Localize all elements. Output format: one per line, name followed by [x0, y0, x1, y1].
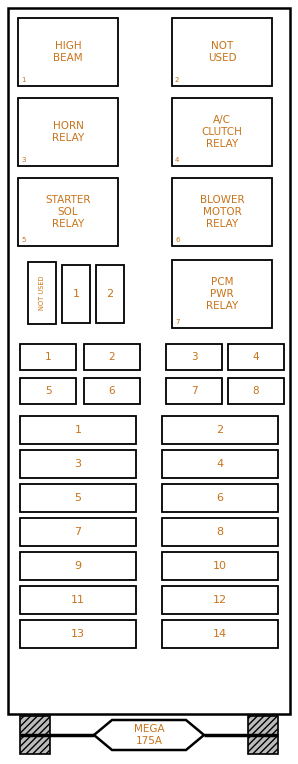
Bar — [172, 18, 272, 86]
Bar — [20, 552, 136, 580]
Bar — [166, 344, 222, 370]
Bar — [18, 98, 118, 166]
Text: 3: 3 — [191, 352, 197, 362]
Text: 10: 10 — [213, 561, 227, 571]
Text: NOT
USED: NOT USED — [208, 41, 236, 63]
Bar — [228, 378, 284, 404]
Text: 1: 1 — [21, 77, 26, 83]
Text: 2: 2 — [175, 77, 179, 83]
Bar — [20, 620, 136, 648]
Text: 13: 13 — [71, 629, 85, 639]
Bar — [162, 552, 278, 580]
Text: 8: 8 — [253, 386, 259, 396]
Text: 1: 1 — [45, 352, 51, 362]
Bar — [228, 344, 284, 370]
Text: HIGH
BEAM: HIGH BEAM — [53, 41, 83, 63]
Bar — [162, 416, 278, 444]
Bar — [20, 716, 50, 754]
Bar — [162, 484, 278, 512]
Polygon shape — [94, 720, 204, 750]
Bar — [172, 260, 272, 328]
Text: PCM
PWR
RELAY: PCM PWR RELAY — [206, 277, 238, 311]
Text: 2: 2 — [106, 289, 114, 299]
Text: A/C
CLUTCH
RELAY: A/C CLUTCH RELAY — [201, 115, 243, 149]
Bar — [28, 262, 56, 324]
Text: 4: 4 — [175, 157, 179, 163]
Bar — [96, 265, 124, 323]
Text: 12: 12 — [213, 595, 227, 605]
Text: 5: 5 — [21, 237, 25, 243]
Bar — [84, 378, 140, 404]
Text: 6: 6 — [109, 386, 115, 396]
Text: 2: 2 — [109, 352, 115, 362]
Bar — [20, 450, 136, 478]
Text: 14: 14 — [213, 629, 227, 639]
Bar — [172, 178, 272, 246]
Text: 1: 1 — [72, 289, 80, 299]
Bar — [20, 416, 136, 444]
Text: 7: 7 — [191, 386, 197, 396]
Text: 8: 8 — [216, 527, 224, 537]
Bar — [84, 344, 140, 370]
Bar — [20, 378, 76, 404]
Bar — [248, 716, 278, 754]
Text: 2: 2 — [216, 425, 224, 435]
Bar — [20, 586, 136, 614]
Text: 3: 3 — [74, 459, 81, 469]
Bar — [18, 18, 118, 86]
Bar — [162, 620, 278, 648]
Bar — [162, 586, 278, 614]
Bar — [172, 98, 272, 166]
Bar — [20, 344, 76, 370]
Text: BLOWER
MOTOR
RELAY: BLOWER MOTOR RELAY — [200, 196, 244, 228]
Text: 5: 5 — [74, 493, 81, 503]
Text: 4: 4 — [216, 459, 224, 469]
Text: MEGA
175A: MEGA 175A — [134, 724, 164, 746]
Text: NOT USED: NOT USED — [39, 276, 45, 310]
Text: 9: 9 — [74, 561, 82, 571]
Bar — [62, 265, 90, 323]
Text: 5: 5 — [45, 386, 51, 396]
Text: STARTER
SOL
RELAY: STARTER SOL RELAY — [45, 196, 91, 228]
Text: 1: 1 — [74, 425, 81, 435]
Bar — [18, 178, 118, 246]
Text: 3: 3 — [21, 157, 26, 163]
Text: 4: 4 — [253, 352, 259, 362]
Text: 6: 6 — [217, 493, 224, 503]
Text: HORN
RELAY: HORN RELAY — [52, 121, 84, 143]
Bar — [20, 518, 136, 546]
Bar — [162, 518, 278, 546]
Text: 11: 11 — [71, 595, 85, 605]
Text: 7: 7 — [74, 527, 82, 537]
Text: 6: 6 — [175, 237, 179, 243]
Text: 7: 7 — [175, 319, 179, 325]
Bar — [166, 378, 222, 404]
Bar — [20, 484, 136, 512]
Bar — [162, 450, 278, 478]
